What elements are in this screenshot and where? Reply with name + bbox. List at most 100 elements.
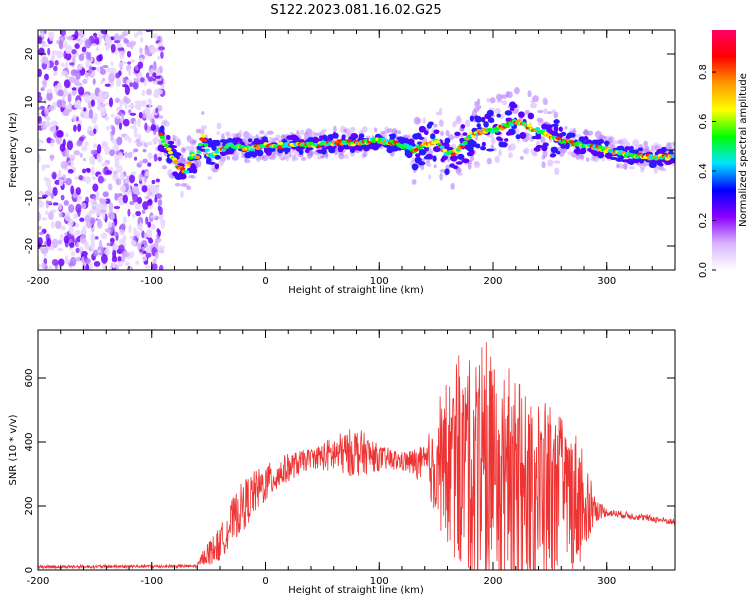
noise-blob: [41, 217, 48, 221]
noise-blob: [118, 122, 122, 130]
noise-blob: [38, 231, 44, 236]
ridge-halo: [380, 130, 386, 135]
colorbar-tick-label: 0.8: [698, 64, 709, 80]
noise-blob: [88, 261, 93, 270]
noise-blob: [74, 176, 80, 180]
ridge-body: [533, 146, 541, 152]
ridge-halo: [333, 125, 337, 133]
noise-blob: [134, 100, 142, 105]
ridge-body: [598, 139, 603, 144]
noise-blob: [110, 61, 114, 67]
noise-blob: [129, 174, 135, 184]
ridge-halo: [541, 161, 546, 169]
ridge-body: [480, 145, 487, 151]
noise-blob: [144, 195, 150, 200]
noise-blob: [130, 239, 137, 246]
noise-blob: [90, 99, 96, 107]
noise-blob: [158, 46, 166, 51]
ridge-core: [186, 161, 193, 165]
noise-blob: [89, 199, 96, 203]
ridge-halo: [635, 144, 639, 149]
ridge-halo: [532, 95, 539, 103]
noise-blob: [112, 261, 116, 269]
noise-blob: [74, 43, 80, 49]
ridge-body: [312, 136, 319, 142]
noise-blob: [158, 264, 164, 270]
noise-blob: [84, 214, 91, 223]
noise-blob: [84, 39, 92, 49]
noise-blob: [155, 185, 160, 194]
y-tick-label: 400: [24, 432, 35, 451]
noise-blob: [117, 47, 125, 52]
ridge-halo: [207, 176, 213, 180]
ridge-halo: [643, 140, 648, 148]
ridge-body: [466, 145, 474, 152]
noise-blob: [40, 30, 45, 38]
noise-blob: [128, 224, 132, 233]
ridge-halo: [428, 145, 432, 152]
ridge-halo: [489, 97, 496, 104]
noise-blob: [134, 132, 139, 138]
noise-blob: [69, 242, 75, 248]
noise-blob: [61, 98, 66, 108]
ridge-body: [604, 140, 609, 147]
noise-blob: [48, 211, 54, 221]
noise-blob: [139, 36, 144, 43]
noise-blob: [38, 36, 43, 45]
noise-blob: [78, 174, 83, 181]
noise-blob: [150, 223, 156, 230]
spectrogram-signal-ridge: [157, 87, 675, 199]
ridge-halo: [181, 148, 186, 152]
ridge-body: [417, 161, 426, 166]
ridge-core: [197, 142, 204, 147]
ridge-body: [648, 161, 657, 168]
ridge-halo: [642, 148, 650, 153]
ridge-body: [483, 121, 489, 128]
noise-blob: [98, 239, 103, 250]
noise-blob: [71, 87, 77, 91]
ridge-halo: [226, 132, 231, 140]
ridge-halo: [507, 91, 513, 99]
ridge-body: [461, 158, 470, 164]
noise-blob: [130, 125, 137, 129]
ridge-body: [460, 124, 466, 129]
noise-blob: [50, 154, 54, 162]
noise-blob: [131, 171, 137, 176]
noise-blob: [90, 233, 96, 243]
noise-blob: [93, 260, 101, 267]
ridge-body: [560, 131, 567, 137]
noise-blob: [74, 30, 79, 40]
ridge-body: [504, 138, 509, 142]
ridge-body: [664, 161, 673, 166]
ridge-halo: [343, 154, 349, 159]
ridge-core: [671, 154, 675, 159]
ridge-halo: [502, 100, 508, 106]
snr-x-axis-label: Height of straight line (km): [288, 585, 424, 596]
noise-blob: [84, 242, 90, 250]
x-tick-label: -200: [27, 276, 50, 287]
noise-blob: [101, 162, 108, 167]
ridge-halo: [266, 130, 274, 135]
ridge-core: [196, 150, 202, 155]
noise-blob: [115, 78, 122, 88]
noise-blob: [94, 112, 98, 122]
noise-blob: [38, 115, 43, 125]
noise-blob: [72, 114, 77, 123]
ridge-body: [581, 147, 586, 153]
noise-blob: [147, 205, 153, 210]
ridge-halo: [422, 117, 426, 125]
ridge-halo: [226, 155, 231, 161]
ridge-body: [476, 123, 482, 128]
ridge-core: [180, 167, 186, 171]
noise-blob: [84, 93, 90, 104]
ridge-halo: [553, 160, 561, 164]
ridge-halo: [270, 151, 278, 159]
ridge-body: [515, 134, 521, 140]
noise-blob: [95, 47, 100, 52]
noise-blob: [137, 61, 144, 69]
noise-blob: [79, 152, 83, 158]
ridge-halo: [632, 139, 640, 147]
ridge-body: [328, 147, 336, 154]
noise-blob: [50, 139, 56, 144]
noise-blob: [117, 260, 123, 267]
